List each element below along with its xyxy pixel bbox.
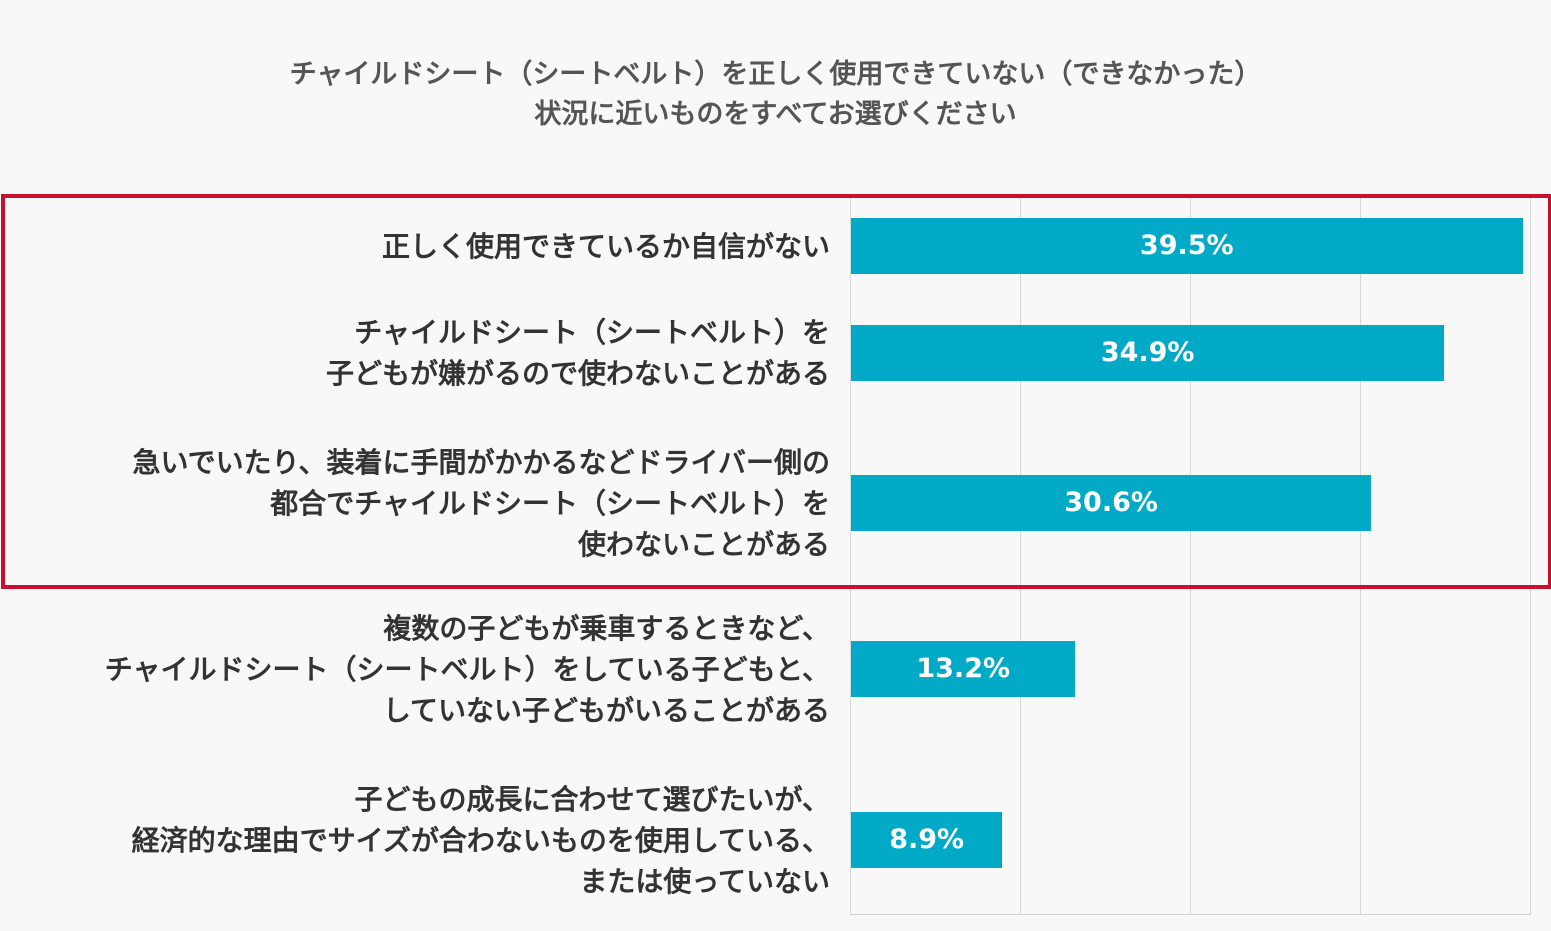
gridline <box>1020 195 1021 915</box>
category-label: チャイルドシート（シートベルト）を子どもが嫌がるので使わないことがある <box>326 312 830 394</box>
category-label-line: 子どもの成長に合わせて選びたいが、 <box>354 782 830 816</box>
category-label: 複数の子どもが乗車するときなど、チャイルドシート（シートベルト）をしている子ども… <box>105 608 830 731</box>
category-label-line: 経済的な理由でサイズが合わないものを使用している、 <box>131 823 830 857</box>
data-label: 34.9% <box>1100 337 1195 368</box>
category-label-line: 使わないことがある <box>577 527 830 561</box>
category-label: 正しく使用できているか自信がない <box>382 226 830 267</box>
category-label-line: していない子どもがいることがある <box>382 693 830 727</box>
category-label: 子どもの成長に合わせて選びたいが、経済的な理由でサイズが合わないものを使用してい… <box>132 779 830 902</box>
gridline <box>1530 195 1531 915</box>
x-axis-line <box>850 914 1530 915</box>
gridline <box>1190 195 1191 915</box>
category-label-line: または使っていない <box>579 864 830 898</box>
data-label: 13.2% <box>916 653 1011 684</box>
bar <box>851 641 1076 697</box>
data-label: 39.5% <box>1139 230 1234 261</box>
category-label: 急いでいたり、装着に手間がかかるなどドライバー側の都合でチャイルドシート（シート… <box>133 442 830 565</box>
category-label-line: 都合でチャイルドシート（シートベルト）を <box>270 486 830 520</box>
category-label-line: 複数の子どもが乗車するときなど、 <box>383 611 830 645</box>
bar <box>851 218 1523 274</box>
gridline <box>1360 195 1361 915</box>
bar <box>851 812 1003 868</box>
chart-title-line-2: 状況に近いものをすべてお選びください <box>534 99 1017 130</box>
highlight-box <box>1 194 1551 589</box>
gridline <box>850 195 851 915</box>
category-label-line: 正しく使用できているか自信がない <box>381 229 830 263</box>
category-label-line: チャイルドシート（シートベルト）をしている子どもと、 <box>104 652 830 686</box>
data-label: 30.6% <box>1064 487 1158 518</box>
bar <box>851 325 1445 381</box>
category-label-line: 子どもが嫌がるので使わないことがある <box>325 357 830 390</box>
category-label-line: 急いでいたり、装着に手間がかかるなどドライバー側の <box>132 445 830 479</box>
category-label-line: チャイルドシート（シートベルト）を <box>354 316 830 349</box>
chart-title-line-1: チャイルドシート（シートベルト）を正しく使用できていない（できなかった） <box>289 59 1262 90</box>
data-label: 8.9% <box>889 824 965 855</box>
bar <box>851 475 1372 531</box>
